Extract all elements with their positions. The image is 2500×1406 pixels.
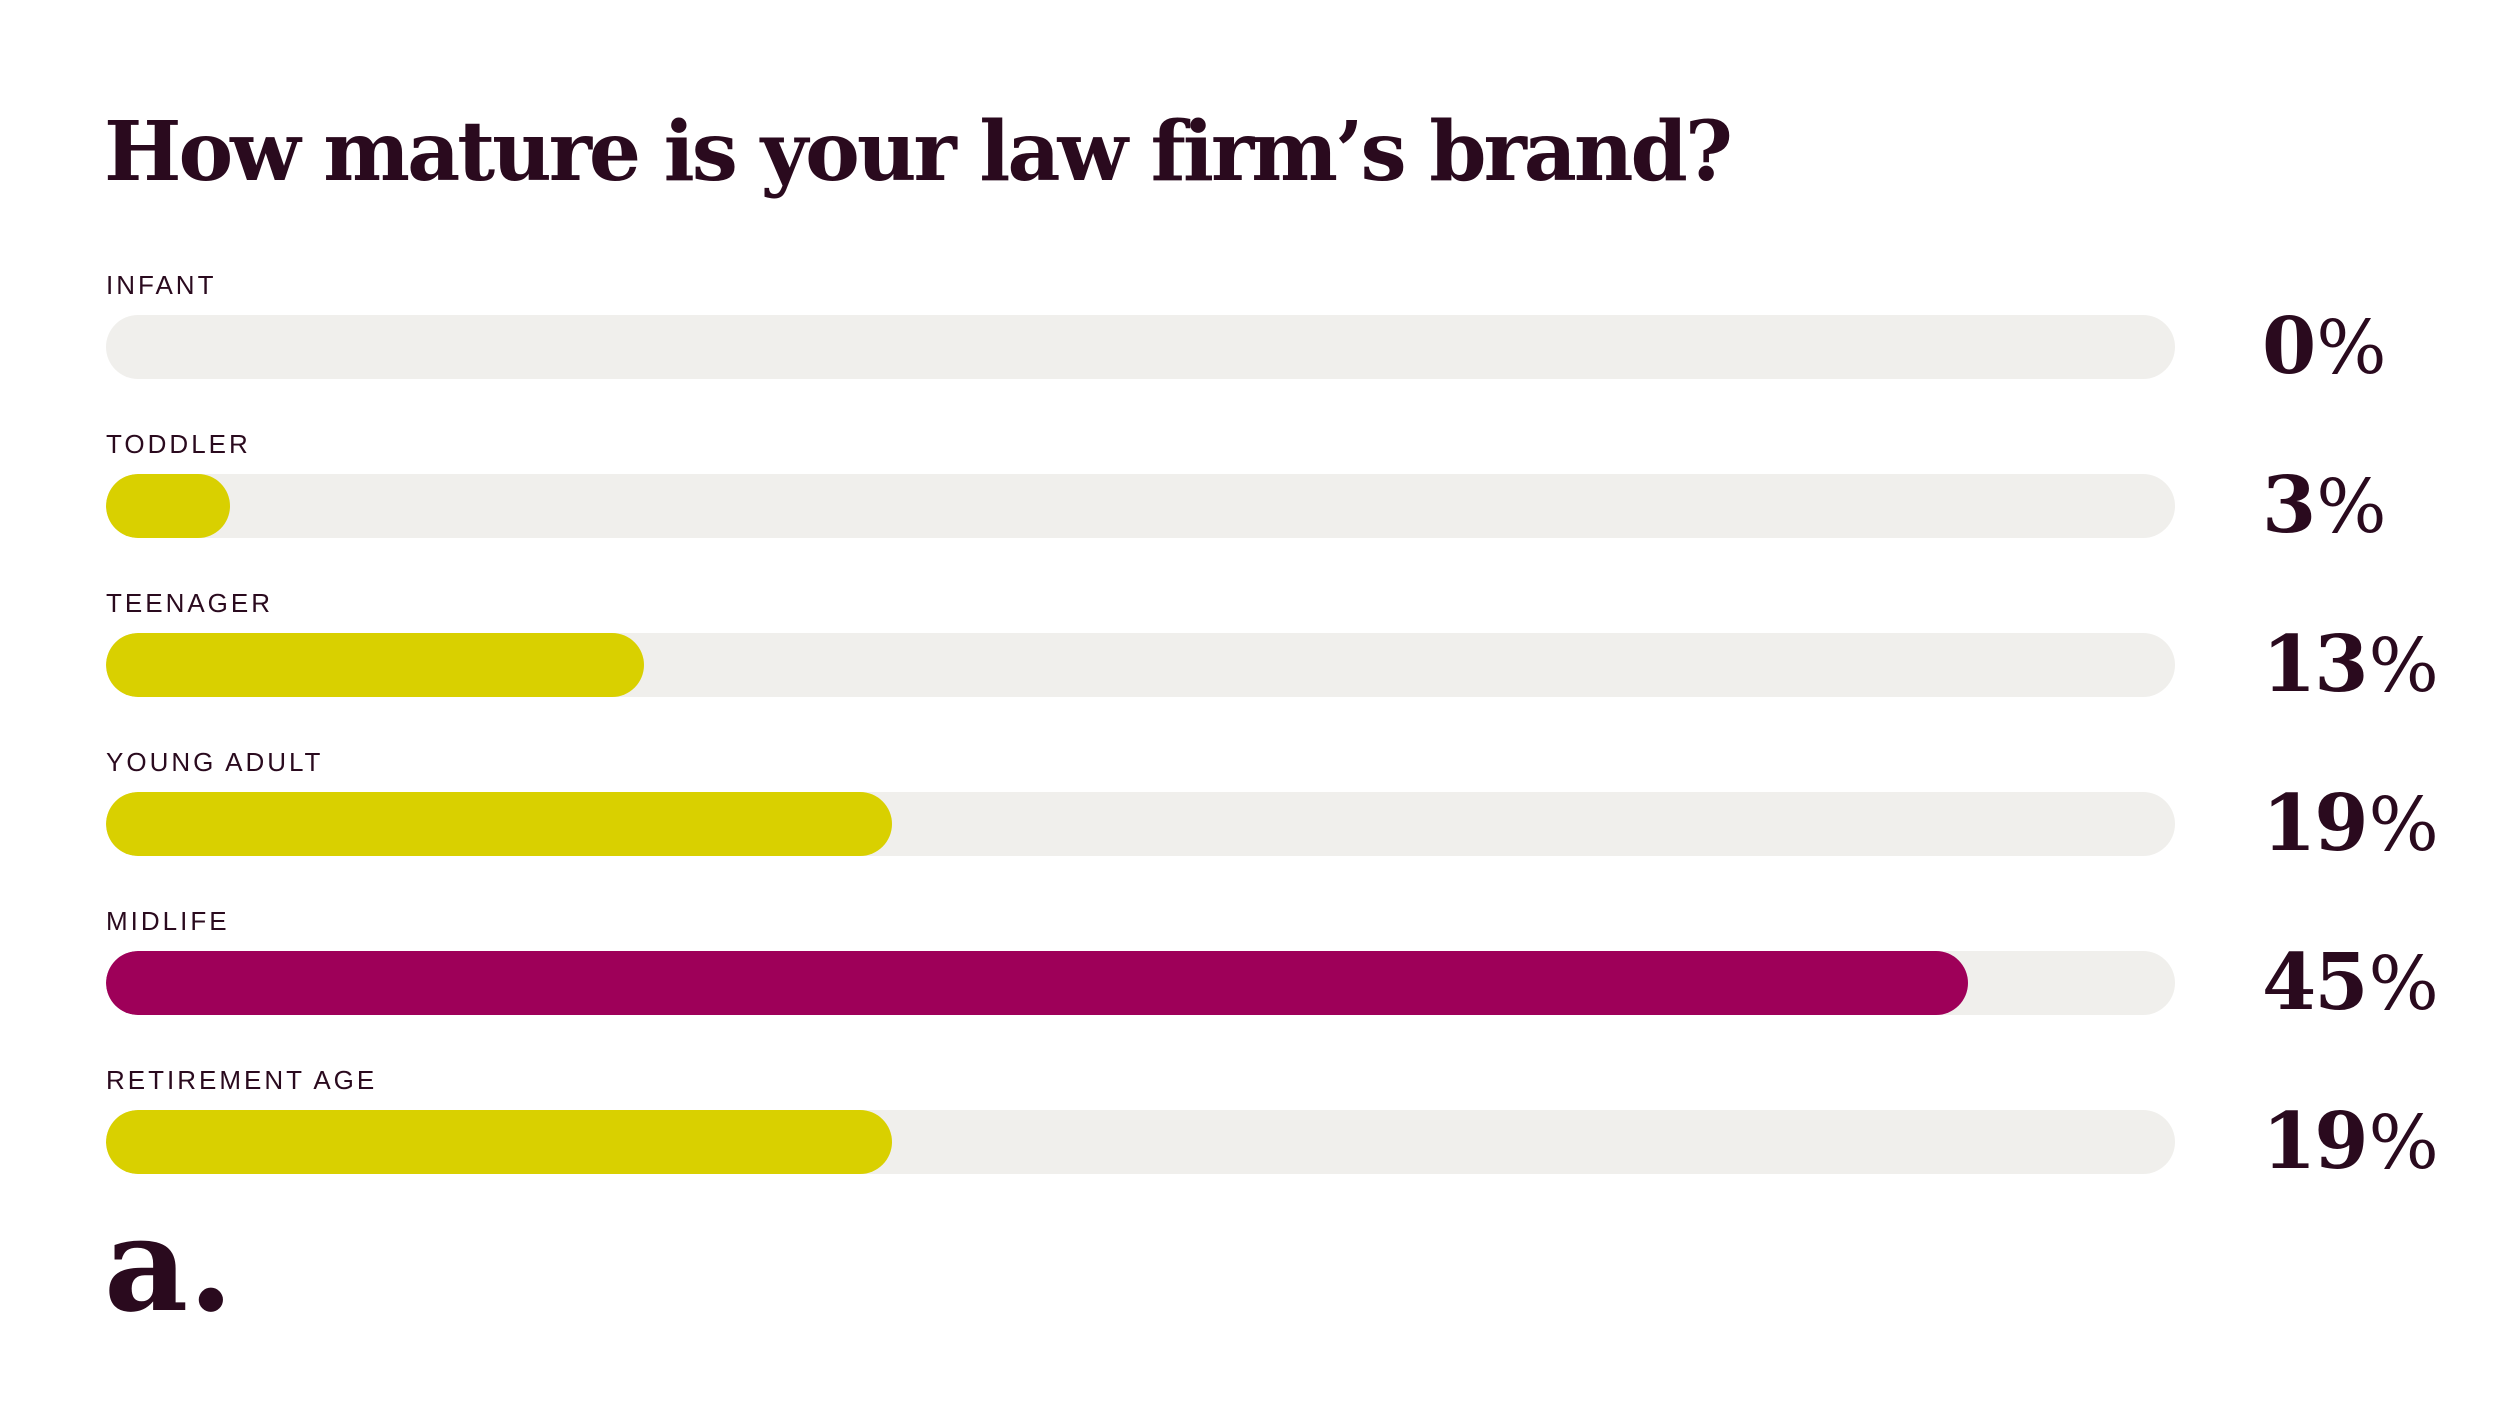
bar-track-midlife <box>106 951 2175 1015</box>
percent-sign: % <box>2368 941 2439 1027</box>
percent-sign: % <box>2316 305 2387 391</box>
bar-fill-toddler <box>106 474 231 538</box>
bar-track-retirement-age <box>106 1110 2175 1174</box>
value-number: 19 <box>2262 1096 2369 1187</box>
bar-fill-young-adult <box>106 792 893 856</box>
percent-sign: % <box>2368 1100 2439 1186</box>
brand-logo: a. <box>104 1188 234 1341</box>
bar-fill-midlife <box>106 951 1969 1015</box>
value-label-young-adult: 19% <box>2262 779 2439 869</box>
bar-track-young-adult <box>106 792 2175 856</box>
category-label-infant: INFANT <box>106 270 217 300</box>
value-number: 3 <box>2262 460 2316 551</box>
bar-fill-teenager <box>106 633 644 697</box>
percent-sign: % <box>2316 464 2387 550</box>
value-label-retirement-age: 19% <box>2262 1097 2439 1187</box>
value-label-infant: 0% <box>2262 302 2387 392</box>
value-label-teenager: 13% <box>2262 620 2439 710</box>
bar-track-infant <box>106 315 2175 379</box>
value-number: 45 <box>2262 937 2369 1028</box>
page-title: How mature is your law firm’s brand? <box>104 104 1733 200</box>
category-label-teenager: TEENAGER <box>106 588 274 618</box>
category-label-midlife: MIDLIFE <box>106 906 230 936</box>
value-number: 0 <box>2262 301 2316 392</box>
bar-track-teenager <box>106 633 2175 697</box>
category-label-retirement-age: RETIREMENT AGE <box>106 1065 378 1095</box>
value-number: 13 <box>2262 619 2369 710</box>
percent-sign: % <box>2368 623 2439 709</box>
category-label-toddler: TODDLER <box>106 429 251 459</box>
value-label-midlife: 45% <box>2262 938 2439 1028</box>
percent-sign: % <box>2368 782 2439 868</box>
value-number: 19 <box>2262 778 2369 869</box>
bar-track-toddler <box>106 474 2175 538</box>
bar-fill-retirement-age <box>106 1110 893 1174</box>
category-label-young-adult: YOUNG ADULT <box>106 747 324 777</box>
value-label-toddler: 3% <box>2262 461 2387 551</box>
